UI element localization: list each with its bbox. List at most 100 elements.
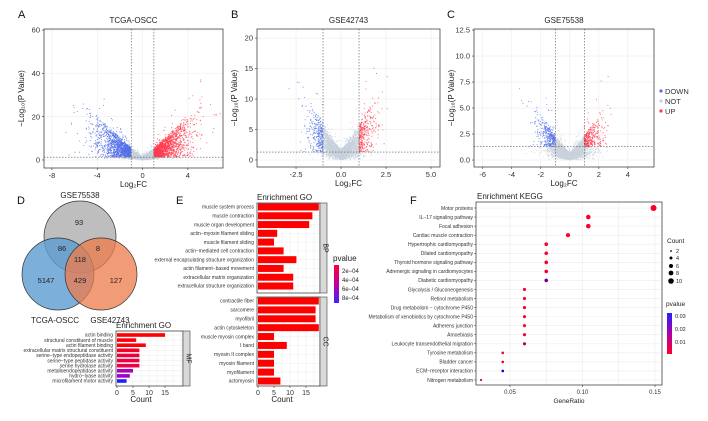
data-point [90,135,92,137]
data-point [196,119,198,121]
data-point [127,145,129,147]
data-point [178,143,180,146]
data-point [159,155,161,157]
data-point [108,143,110,145]
data-point [149,144,151,146]
data-point [193,124,195,126]
data-point [179,148,181,151]
data-point [71,122,73,124]
data-point [178,150,180,152]
data-point [191,136,193,138]
data-point [154,153,156,155]
data-point [175,155,177,157]
data-point [171,153,173,155]
data-point [126,153,128,155]
data-point [159,142,161,144]
data-point [186,119,188,121]
data-point [173,148,175,150]
data-point [164,150,166,152]
data-point [174,109,176,111]
data-point [115,148,117,150]
data-point [95,125,97,127]
data-point [146,157,148,159]
data-point [102,145,104,147]
data-point [178,141,180,143]
data-point [100,142,102,144]
data-point [127,146,129,148]
data-point [115,150,117,152]
data-point [172,137,175,139]
data-point [168,149,171,151]
data-point [190,155,192,157]
data-point [171,114,173,116]
data-point [213,128,215,130]
data-point [79,140,81,142]
data-point [102,130,104,132]
data-point [148,152,150,154]
data-point [99,134,101,136]
data-point [114,136,116,138]
data-point [115,147,117,149]
data-point [105,144,107,146]
data-point [97,121,99,123]
data-point [192,138,194,140]
data-point [184,123,186,125]
data-point [117,152,119,154]
data-point [106,148,108,150]
data-point [110,158,112,160]
data-point [176,150,178,152]
data-point [124,135,126,137]
data-point [158,152,160,154]
data-point [181,157,183,159]
data-point [93,129,95,131]
data-point [182,138,184,140]
data-point [98,133,100,135]
data-point [104,130,106,132]
data-point [199,99,201,101]
data-point [219,113,221,115]
data-point [88,128,90,130]
data-point [160,154,162,156]
data-point [116,153,118,155]
data-point [135,157,137,159]
data-point [120,139,122,141]
data-point [179,155,181,157]
data-point [127,155,130,157]
data-point [119,136,121,138]
data-point [105,128,107,130]
data-point [179,157,181,159]
data-point [95,134,97,137]
data-point [174,156,176,158]
data-point [122,146,124,148]
data-point [118,147,120,149]
data-point [107,152,109,154]
data-point [186,131,188,133]
data-point [177,131,179,133]
data-point [105,130,107,132]
data-point [182,119,184,121]
data-point [206,142,208,144]
data-point [105,131,107,133]
data-point [106,137,108,139]
data-point [97,151,99,153]
data-point [117,135,119,137]
data-point [129,150,131,152]
data-point [192,147,194,149]
data-point [97,117,99,119]
data-point [181,140,183,142]
data-point [189,123,192,125]
data-point [101,128,103,130]
data-point [100,135,103,137]
data-point [170,150,172,152]
data-point [190,114,192,117]
data-point [108,151,110,154]
data-point [84,142,86,144]
data-point [177,130,179,132]
data-point [106,150,108,152]
data-point [101,131,103,133]
data-point [187,123,189,125]
data-point [170,142,172,144]
data-point [187,148,189,150]
data-point [191,131,193,133]
data-point [88,112,90,114]
